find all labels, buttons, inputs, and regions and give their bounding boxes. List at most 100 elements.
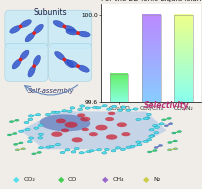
- Bar: [109, 87, 128, 88]
- Circle shape: [152, 149, 156, 151]
- Bar: [109, 84, 128, 85]
- Circle shape: [126, 146, 131, 148]
- Bar: [173, 58, 192, 60]
- Text: CO: CO: [68, 177, 77, 182]
- Bar: [109, 89, 128, 90]
- Text: CO₂: CO₂: [23, 177, 35, 182]
- Bar: [173, 53, 192, 54]
- Bar: [141, 18, 160, 19]
- Bar: [141, 55, 160, 56]
- Circle shape: [105, 134, 117, 140]
- Bar: [141, 81, 160, 82]
- Bar: [141, 29, 160, 30]
- Circle shape: [55, 111, 60, 113]
- Bar: [141, 43, 160, 44]
- Text: CH₄: CH₄: [112, 177, 124, 182]
- Circle shape: [153, 147, 157, 149]
- Bar: [141, 57, 160, 58]
- Circle shape: [36, 114, 40, 116]
- Bar: [141, 35, 160, 36]
- Bar: [141, 23, 160, 25]
- Circle shape: [13, 132, 17, 134]
- Text: Subunits: Subunits: [34, 8, 67, 17]
- Circle shape: [27, 140, 32, 143]
- Bar: [141, 77, 160, 78]
- Circle shape: [38, 124, 43, 126]
- Circle shape: [136, 144, 141, 146]
- Text: Selectivity: Selectivity: [143, 101, 188, 110]
- Bar: [173, 19, 192, 20]
- Bar: [173, 45, 192, 46]
- Bar: [109, 79, 128, 80]
- Circle shape: [153, 132, 158, 134]
- Bar: [173, 68, 192, 69]
- Bar: [173, 48, 192, 50]
- Bar: [141, 66, 160, 67]
- Bar: [109, 77, 128, 78]
- Bar: [173, 34, 192, 36]
- Bar: [173, 47, 192, 49]
- Bar: [173, 55, 192, 56]
- Circle shape: [92, 106, 97, 108]
- Ellipse shape: [39, 114, 90, 131]
- Bar: [173, 91, 192, 92]
- Bar: [109, 81, 128, 82]
- Bar: [141, 69, 160, 70]
- Circle shape: [117, 109, 122, 112]
- Bar: [141, 71, 160, 73]
- Circle shape: [49, 146, 54, 148]
- Ellipse shape: [20, 50, 29, 60]
- Bar: [141, 37, 160, 39]
- Circle shape: [79, 152, 84, 154]
- Bar: [173, 94, 192, 95]
- Bar: [173, 42, 192, 43]
- Circle shape: [104, 148, 109, 151]
- Bar: [173, 72, 192, 74]
- Bar: [173, 74, 192, 75]
- Circle shape: [152, 125, 157, 127]
- Ellipse shape: [28, 66, 35, 77]
- Bar: [141, 30, 160, 31]
- Bar: [141, 28, 160, 29]
- Circle shape: [62, 25, 66, 28]
- Bar: [109, 88, 128, 89]
- Circle shape: [81, 128, 88, 131]
- Bar: [173, 64, 192, 65]
- Circle shape: [13, 143, 17, 145]
- Bar: [173, 87, 192, 88]
- Bar: [109, 92, 128, 93]
- Circle shape: [129, 145, 134, 147]
- Bar: [173, 39, 192, 40]
- Circle shape: [76, 31, 80, 35]
- Bar: [173, 84, 192, 86]
- Bar: [141, 64, 160, 65]
- Bar: [141, 93, 160, 94]
- Bar: [109, 90, 128, 91]
- Bar: [173, 44, 192, 45]
- Bar: [173, 85, 192, 87]
- Ellipse shape: [10, 26, 21, 33]
- Bar: [173, 50, 192, 52]
- Circle shape: [167, 142, 171, 143]
- Bar: [173, 18, 192, 19]
- Circle shape: [18, 130, 23, 132]
- Text: ◆: ◆: [102, 175, 108, 184]
- Circle shape: [143, 140, 148, 143]
- Bar: [109, 87, 128, 88]
- Bar: [173, 100, 192, 101]
- Bar: [173, 28, 192, 29]
- Bar: [173, 101, 192, 102]
- Bar: [141, 59, 160, 60]
- Bar: [173, 52, 192, 53]
- Bar: [141, 15, 160, 102]
- Circle shape: [46, 146, 51, 148]
- Circle shape: [120, 148, 125, 151]
- Text: Self-assembly: Self-assembly: [27, 88, 74, 94]
- Bar: [173, 43, 192, 44]
- Circle shape: [38, 133, 43, 135]
- Circle shape: [148, 129, 153, 131]
- Bar: [141, 94, 160, 95]
- Bar: [109, 78, 128, 79]
- Circle shape: [15, 149, 19, 151]
- Circle shape: [147, 151, 151, 153]
